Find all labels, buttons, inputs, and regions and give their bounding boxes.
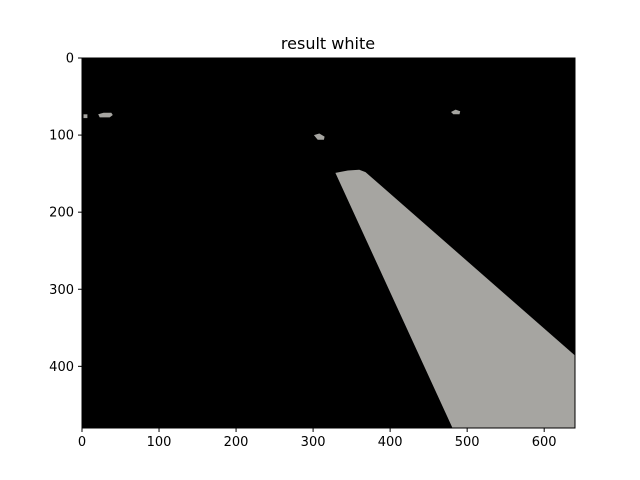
x-tick-label: 400 xyxy=(378,435,403,450)
y-tick-label: 0 xyxy=(66,52,74,67)
y-tick-label: 300 xyxy=(49,283,74,298)
mask-region-blob-right xyxy=(451,109,461,115)
mask-region-blob-middle xyxy=(313,133,325,140)
y-axis: 0 100 200 300 400 xyxy=(49,52,82,375)
x-tick-label: 600 xyxy=(532,435,557,450)
mask-region-blob-left xyxy=(98,112,113,118)
mask-region-lane-marking xyxy=(335,169,575,429)
y-tick-label: 200 xyxy=(49,206,74,221)
x-tick-label: 500 xyxy=(455,435,480,450)
y-tick-label: 400 xyxy=(49,360,74,375)
x-axis: 0 100 200 300 400 500 600 xyxy=(78,428,557,450)
x-tick-label: 100 xyxy=(147,435,172,450)
chart-title: result white xyxy=(281,34,375,53)
plot-frame xyxy=(81,57,576,429)
mask-region-blob-left-small xyxy=(83,114,88,119)
x-tick-label: 0 xyxy=(78,435,86,450)
mask-regions xyxy=(83,109,575,429)
x-tick-label: 200 xyxy=(224,435,249,450)
y-tick-label: 100 xyxy=(49,129,74,144)
x-tick-label: 300 xyxy=(301,435,326,450)
